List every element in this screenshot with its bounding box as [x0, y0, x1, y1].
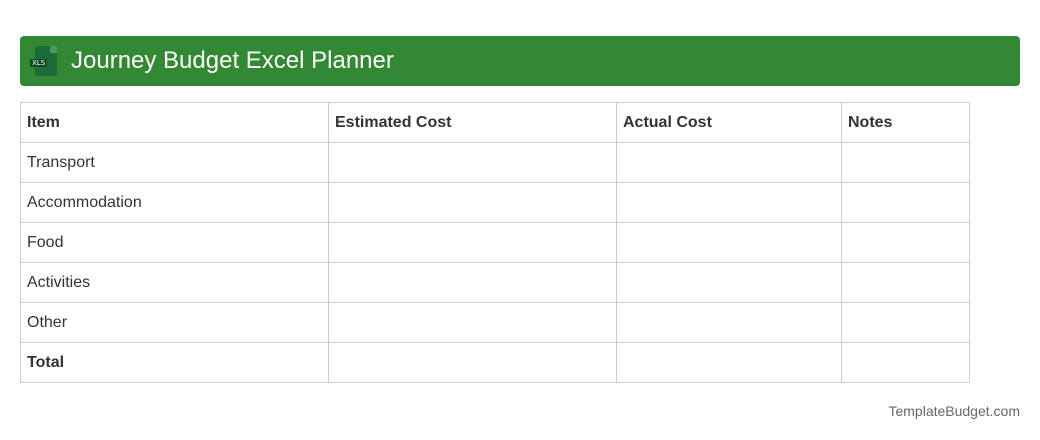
table-cell[interactable]: Other — [20, 302, 329, 343]
table-cell[interactable] — [616, 262, 842, 303]
footer-brand: TemplateBudget.com — [888, 403, 1020, 419]
table-cell[interactable] — [328, 262, 617, 303]
table-cell[interactable] — [841, 262, 970, 303]
page-header: XLS Journey Budget Excel Planner — [20, 36, 1020, 86]
table-cell[interactable] — [328, 142, 617, 183]
table-cell[interactable] — [841, 142, 970, 183]
xls-file-icon: XLS — [30, 46, 57, 76]
table-header-row: Item Estimated Cost Actual Cost Notes — [20, 102, 970, 143]
table-cell[interactable]: Accommodation — [20, 182, 329, 223]
table-cell[interactable] — [616, 142, 842, 183]
page-title: Journey Budget Excel Planner — [71, 47, 394, 74]
table-row: Other — [20, 302, 970, 343]
table-cell[interactable] — [841, 302, 970, 343]
table-cell[interactable] — [616, 222, 842, 263]
table-cell[interactable] — [328, 222, 617, 263]
table-cell[interactable] — [841, 342, 970, 383]
table-cell[interactable]: Food — [20, 222, 329, 263]
table-row: Accommodation — [20, 182, 970, 223]
column-header-notes: Notes — [841, 102, 970, 143]
table-cell[interactable] — [328, 302, 617, 343]
table-cell[interactable]: Transport — [20, 142, 329, 183]
column-header-estimated-cost: Estimated Cost — [328, 102, 617, 143]
table-cell[interactable] — [328, 182, 617, 223]
column-header-actual-cost: Actual Cost — [616, 102, 842, 143]
table-cell[interactable]: Activities — [20, 262, 329, 303]
table-row: Activities — [20, 262, 970, 303]
table-cell[interactable] — [616, 342, 842, 383]
table-row: Total — [20, 342, 970, 383]
table-cell[interactable] — [616, 182, 842, 223]
table-cell[interactable] — [328, 342, 617, 383]
table-row: Transport — [20, 142, 970, 183]
table-cell[interactable]: Total — [20, 342, 329, 383]
table-cell[interactable] — [841, 222, 970, 263]
column-header-item: Item — [20, 102, 329, 143]
table-cell[interactable] — [841, 182, 970, 223]
table-cell[interactable] — [616, 302, 842, 343]
table-row: Food — [20, 222, 970, 263]
budget-table: Item Estimated Cost Actual Cost Notes Tr… — [20, 102, 970, 383]
